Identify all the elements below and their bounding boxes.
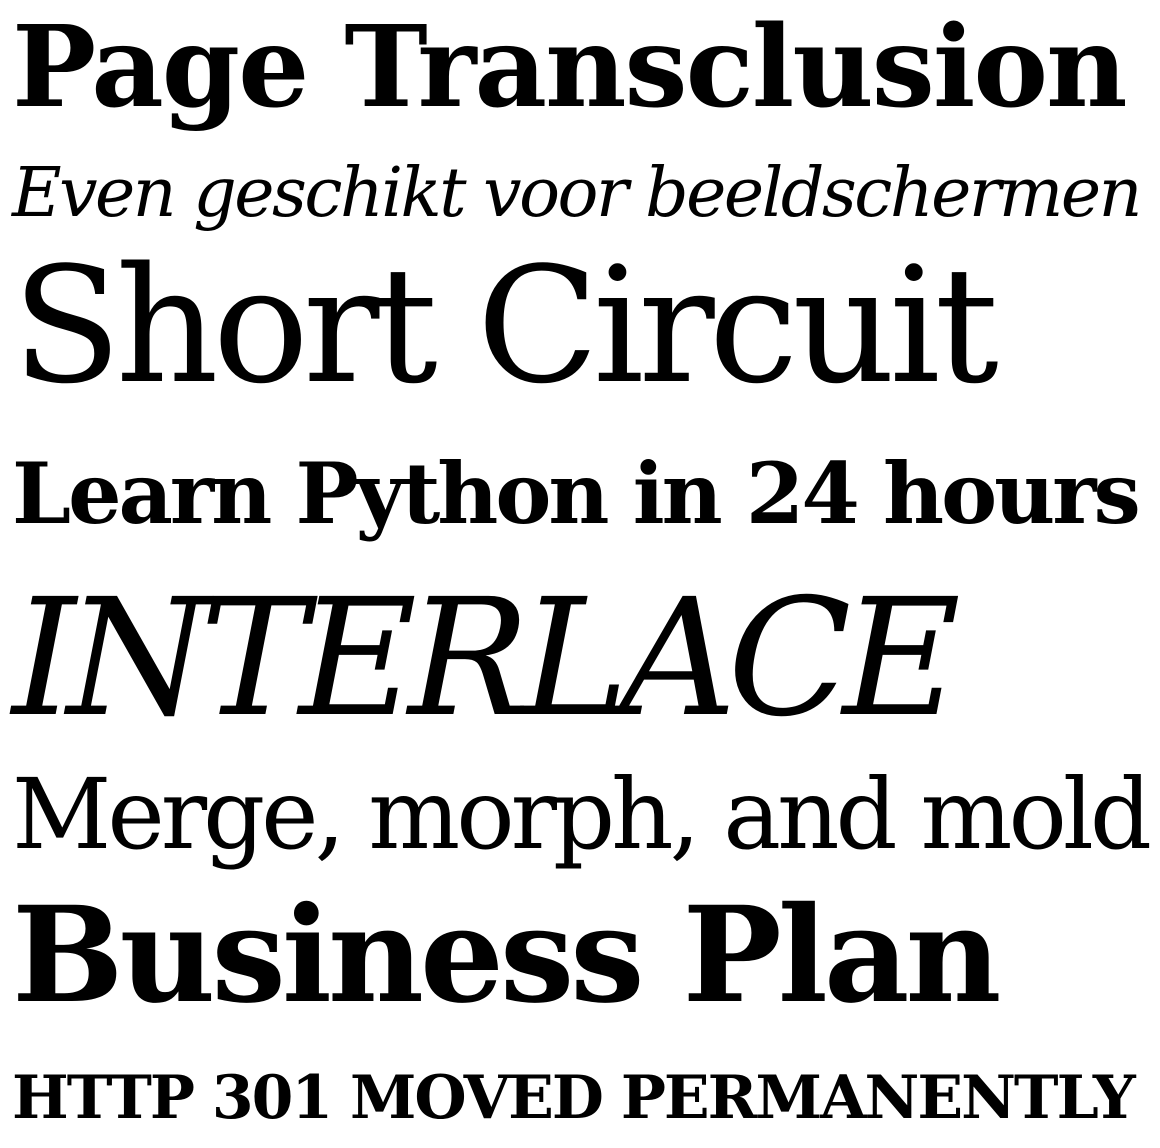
specimen-line-7: Business Plan [12,878,1001,1033]
specimen-line-4: Learn Python in 24 hours [12,444,1141,543]
specimen-line-3: Short Circuit [12,232,999,419]
specimen-line-1: Page Transclusion [12,2,1128,133]
specimen-line-5: INTERLACE [12,565,961,753]
specimen-line-6: Merge, morph, and mold [12,758,1152,871]
specimen-line-8: HTTP 301 MOVED PERMANENTLY [12,1063,1136,1133]
specimen-line-2: Even geschikt voor beeldschermen [12,154,1142,233]
